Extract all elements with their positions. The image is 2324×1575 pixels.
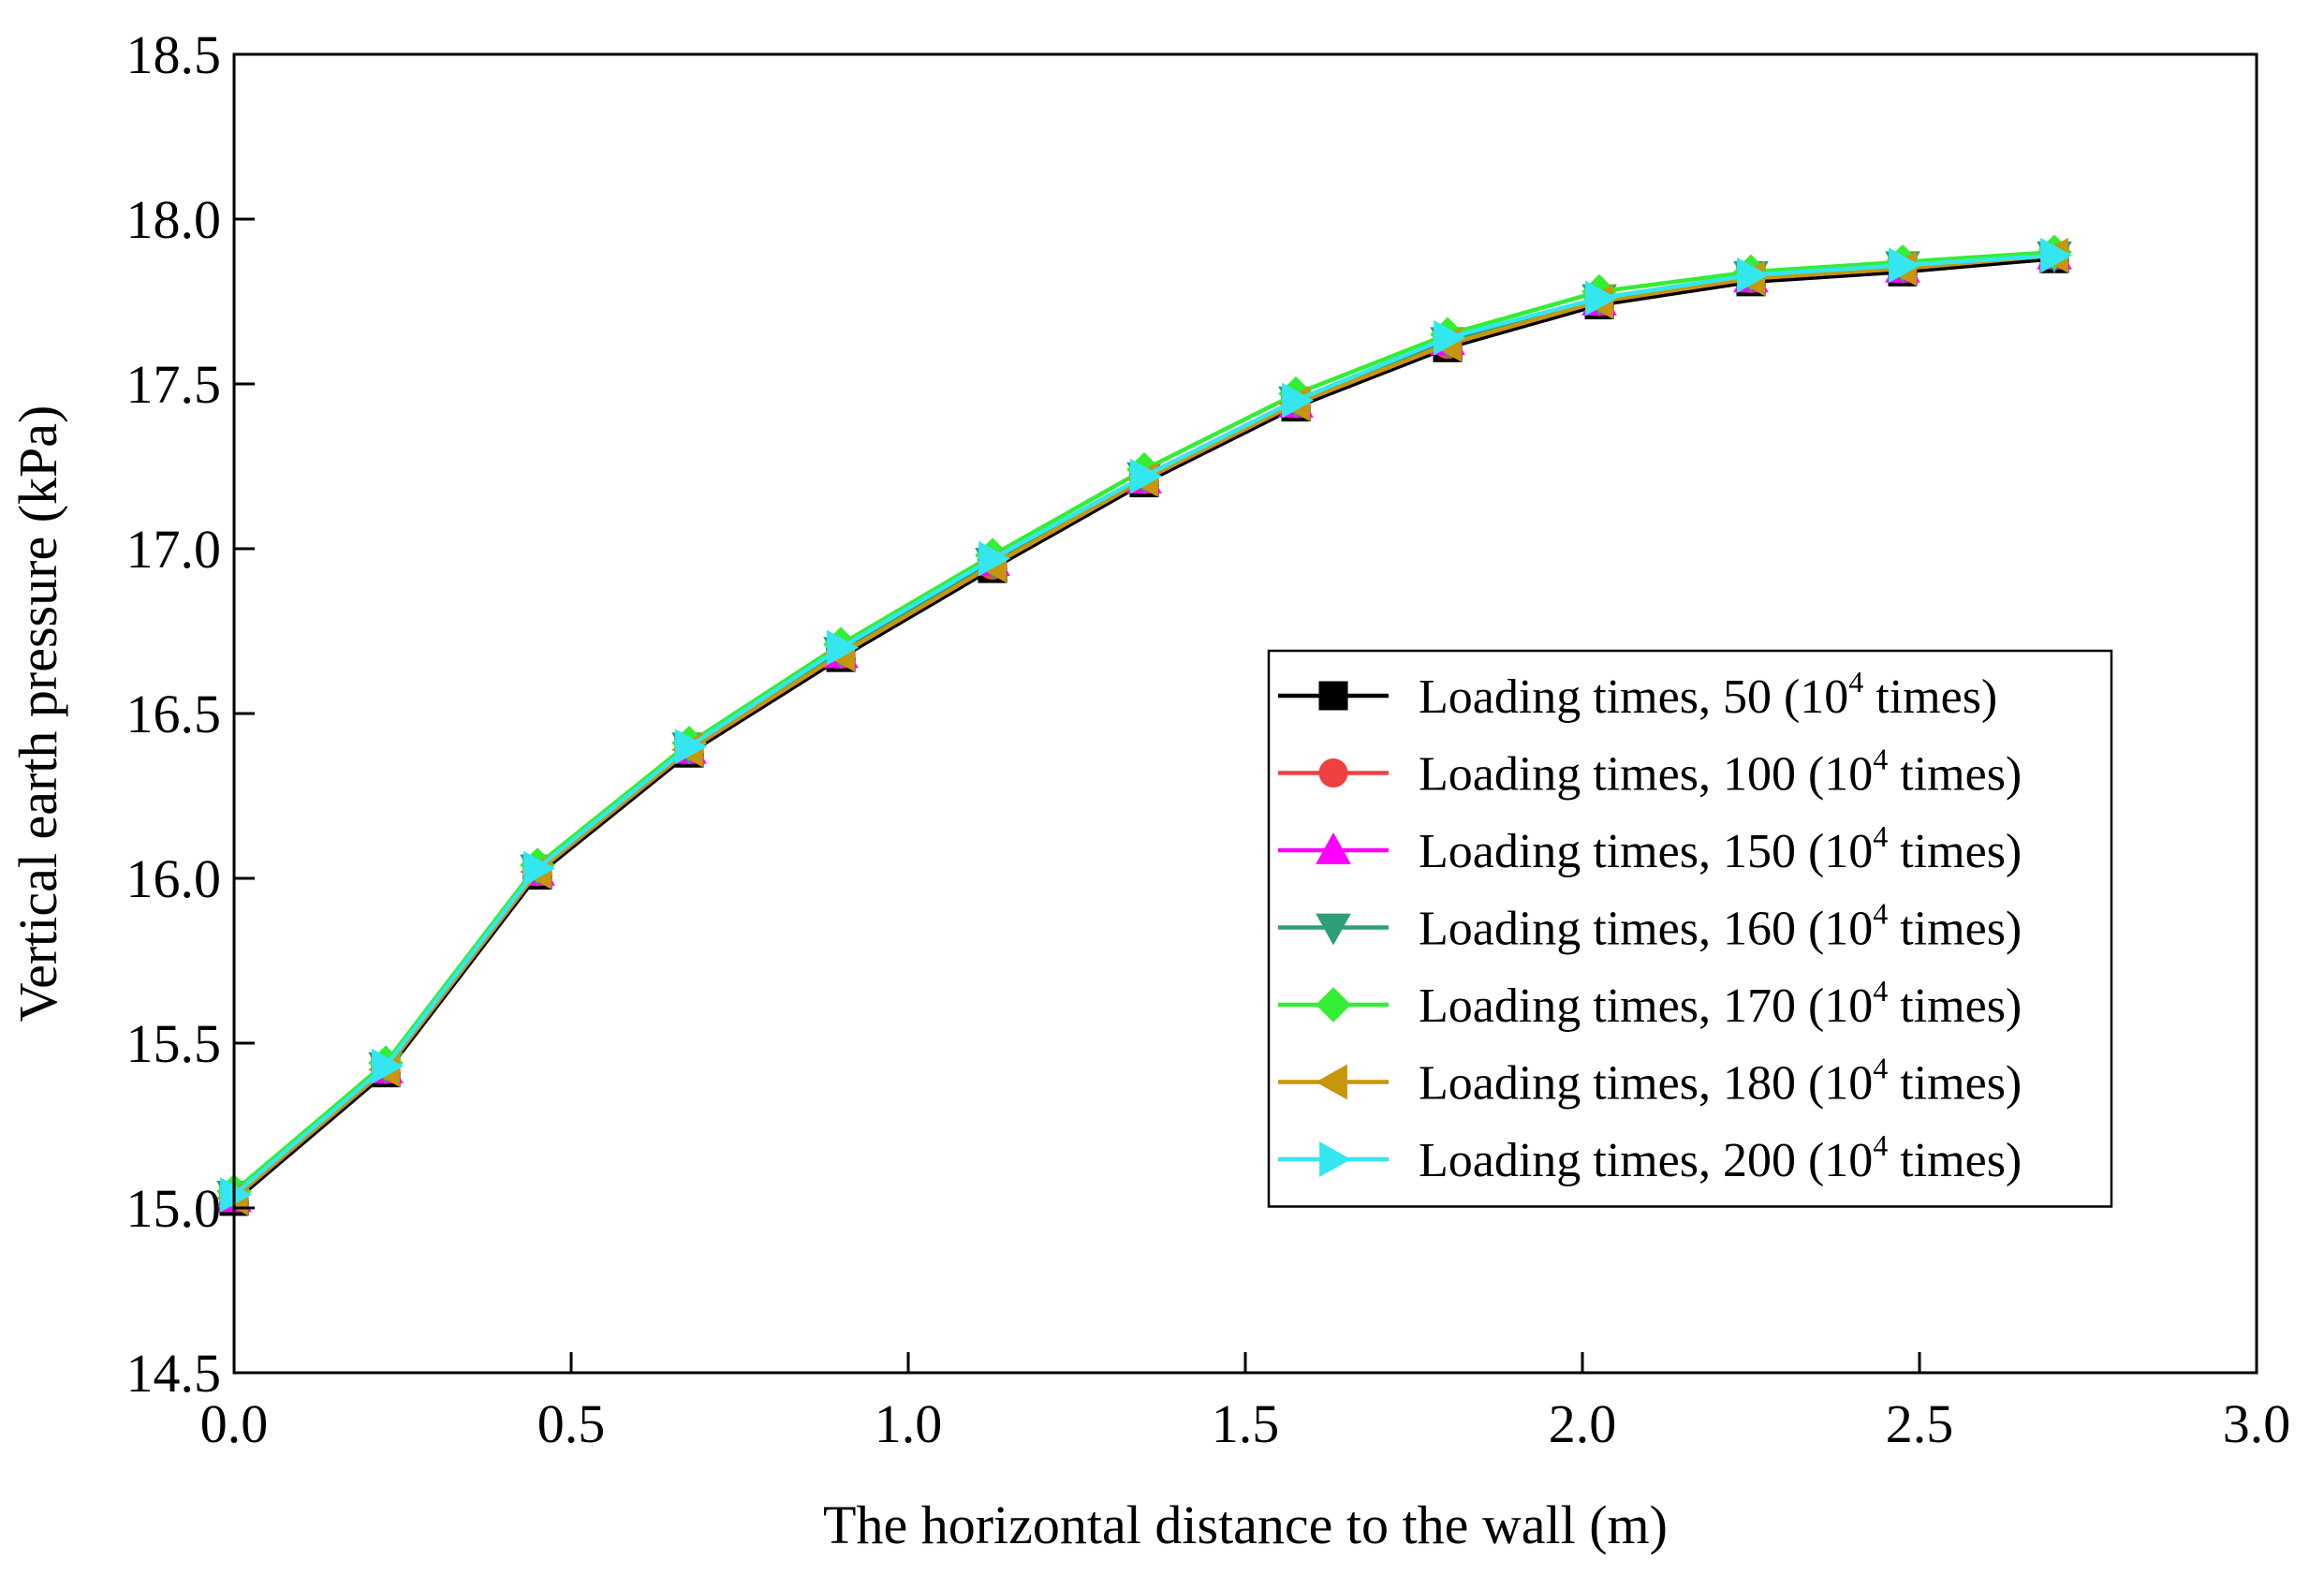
legend-label-text: Loading times, 100 (10 bbox=[1419, 748, 1873, 802]
y-tick-label: 18.0 bbox=[126, 189, 222, 250]
legend-label-superscript: 4 bbox=[1873, 974, 1888, 1008]
series-6 bbox=[220, 237, 2073, 1213]
legend-label-suffix: times) bbox=[1888, 903, 2022, 956]
x-tick-label: 3.0 bbox=[2223, 1393, 2291, 1454]
data-point bbox=[1130, 458, 1163, 494]
legend-label-superscript: 4 bbox=[1873, 1052, 1888, 1085]
legend-item: Loading times, 50 (104 times) bbox=[1278, 665, 1997, 724]
legend-item: Loading times, 160 (104 times) bbox=[1278, 897, 2022, 956]
y-tick-label: 15.5 bbox=[126, 1013, 222, 1074]
legend-label: Loading times, 100 (104 times) bbox=[1419, 743, 2022, 802]
legend-label: Loading times, 200 (104 times) bbox=[1419, 1128, 2022, 1187]
legend-label-text: Loading times, 160 (10 bbox=[1419, 903, 1873, 956]
legend-label-superscript: 4 bbox=[1873, 819, 1888, 853]
data-point bbox=[523, 850, 556, 887]
x-tick-label: 2.5 bbox=[1886, 1393, 1954, 1454]
y-tick-label: 15.0 bbox=[126, 1178, 222, 1239]
legend-label: Loading times, 160 (104 times) bbox=[1419, 897, 2022, 956]
y-tick-label: 16.0 bbox=[126, 848, 222, 909]
plot-area bbox=[215, 234, 2073, 1216]
y-tick-label: 17.0 bbox=[126, 519, 222, 580]
y-tick-label: 18.5 bbox=[126, 24, 222, 85]
legend-label-text: Loading times, 150 (10 bbox=[1419, 825, 1873, 878]
legend-label-superscript: 4 bbox=[1848, 665, 1863, 699]
legend-label-text: Loading times, 50 (10 bbox=[1419, 670, 1848, 724]
x-axis: 0.0 0.5 1.0 1.5 2.0 2.5 3.0 bbox=[200, 1352, 2291, 1454]
legend-marker bbox=[1316, 832, 1351, 864]
legend-label-suffix: times) bbox=[1888, 825, 2022, 878]
legend-label-suffix: times) bbox=[1888, 1057, 2022, 1111]
legend-label-text: Loading times, 200 (10 bbox=[1419, 1134, 1873, 1187]
data-point bbox=[1282, 382, 1315, 419]
data-point bbox=[2040, 237, 2073, 273]
data-point bbox=[1585, 280, 1618, 316]
y-axis-title: Vertical earth pressure (kPa) bbox=[7, 405, 68, 1023]
data-point bbox=[675, 729, 708, 765]
legend-item: Loading times, 180 (104 times) bbox=[1278, 1052, 2022, 1111]
data-point bbox=[1889, 247, 1921, 284]
legend-marker bbox=[1315, 1064, 1347, 1100]
legend-label-suffix: times) bbox=[1888, 1134, 2022, 1187]
legend-label-suffix: times) bbox=[1863, 670, 1997, 724]
legend-label-superscript: 4 bbox=[1873, 1128, 1888, 1162]
data-point bbox=[827, 629, 860, 666]
legend-item: Loading times, 170 (104 times) bbox=[1278, 974, 2022, 1033]
x-tick-label: 1.0 bbox=[875, 1393, 943, 1454]
legend-label-suffix: times) bbox=[1888, 979, 2022, 1033]
legend-label-superscript: 4 bbox=[1873, 743, 1888, 776]
y-tick-label: 14.5 bbox=[126, 1343, 222, 1404]
legend-marker bbox=[1319, 1141, 1352, 1177]
legend-item: Loading times, 150 (104 times) bbox=[1278, 819, 2022, 878]
legend-label-superscript: 4 bbox=[1873, 897, 1888, 931]
legend-marker bbox=[1318, 681, 1348, 711]
legend-label-suffix: times) bbox=[1888, 748, 2022, 802]
legend-label: Loading times, 150 (104 times) bbox=[1419, 819, 2022, 878]
legend-label: Loading times, 180 (104 times) bbox=[1419, 1052, 2022, 1111]
data-point bbox=[1434, 319, 1466, 356]
legend-marker bbox=[1318, 758, 1348, 788]
legend-label: Loading times, 50 (104 times) bbox=[1419, 665, 1997, 724]
legend-label-text: Loading times, 170 (10 bbox=[1419, 979, 1873, 1033]
legend-item: Loading times, 100 (104 times) bbox=[1278, 743, 2022, 802]
y-axis: 14.5 15.0 15.5 16.0 16.5 17.0 17.5 18.0 18.5 bbox=[126, 24, 255, 1404]
legend-item: Loading times, 200 (104 times) bbox=[1278, 1128, 2022, 1187]
data-point bbox=[220, 1177, 253, 1213]
data-point bbox=[978, 540, 1011, 577]
legend-marker bbox=[1316, 913, 1351, 946]
data-point bbox=[1737, 257, 1770, 293]
data-point bbox=[372, 1048, 404, 1084]
x-tick-label: 2.0 bbox=[1549, 1393, 1617, 1454]
legend: Loading times, 50 (104 times)Loading tim… bbox=[1267, 649, 2113, 1208]
legend-label-text: Loading times, 180 (10 bbox=[1419, 1057, 1873, 1111]
x-tick-label: 1.5 bbox=[1212, 1393, 1280, 1454]
legend-box bbox=[1267, 649, 2113, 1208]
x-axis-title: The horizontal distance to the wall (m) bbox=[823, 1494, 1668, 1555]
x-tick-label: 0.5 bbox=[537, 1393, 606, 1454]
legend-label: Loading times, 170 (104 times) bbox=[1419, 974, 2022, 1033]
y-tick-label: 17.5 bbox=[126, 354, 222, 415]
y-tick-label: 16.5 bbox=[126, 684, 222, 744]
legend-marker bbox=[1316, 987, 1351, 1023]
x-tick-label: 0.0 bbox=[200, 1393, 269, 1454]
